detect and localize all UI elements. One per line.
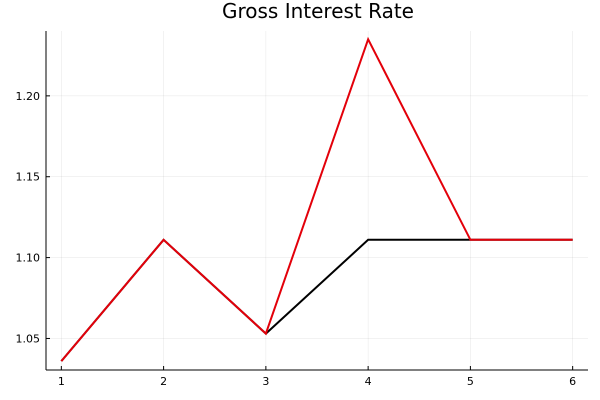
x-tick-label: 4 (365, 375, 372, 388)
series-lines (60, 36, 573, 362)
series-line-1 (60, 238, 573, 362)
x-tick-label: 1 (58, 375, 65, 388)
chart-title: Gross Interest Rate (222, 0, 414, 23)
tick-labels: 1 2 3 4 5 6 1.05 1.10 1.15 1.20 (16, 90, 577, 388)
y-tick-label: 1.05 (16, 332, 41, 345)
grid-lines (46, 31, 588, 370)
y-tick-label: 1.10 (16, 252, 41, 265)
series-line-2 (60, 36, 573, 362)
axes (45, 31, 588, 371)
x-tick-label: 2 (160, 375, 167, 388)
y-tick-label: 1.20 (16, 90, 41, 103)
y-tick-label: 1.15 (16, 171, 41, 184)
x-tick-label: 3 (262, 375, 269, 388)
x-tick-label: 6 (569, 375, 576, 388)
x-tick-label: 5 (467, 375, 474, 388)
